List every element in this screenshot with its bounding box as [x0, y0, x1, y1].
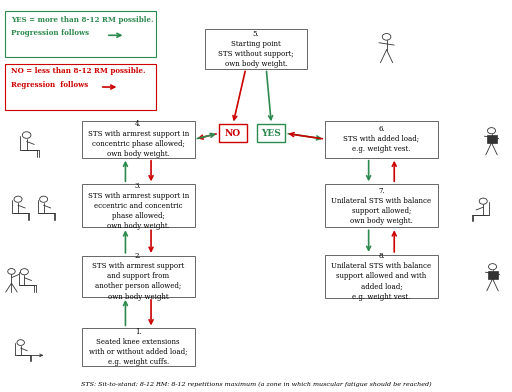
- Bar: [325, 184, 438, 227]
- Bar: [82, 121, 195, 158]
- Bar: [82, 256, 195, 297]
- Bar: [219, 124, 247, 142]
- Text: Progression follows: Progression follows: [11, 29, 90, 37]
- Text: 1.
Seated knee extensions
with or without added load;
e.g. weight cuffs.: 1. Seated knee extensions with or withou…: [89, 328, 187, 366]
- Text: YES = more than 8-12 RM possible.: YES = more than 8-12 RM possible.: [11, 16, 154, 24]
- Bar: [486, 135, 497, 143]
- Bar: [325, 255, 438, 298]
- Text: 5.
Starting point
STS without support;
own body weight.: 5. Starting point STS without support; o…: [218, 30, 294, 68]
- Bar: [325, 121, 438, 158]
- Text: STS: Sit-to-stand; 8-12 RM: 8-12 repetitions maximum (a zone in which muscular f: STS: Sit-to-stand; 8-12 RM: 8-12 repetit…: [81, 382, 431, 387]
- Text: 6.
STS with added load;
e.g. weight vest.: 6. STS with added load; e.g. weight vest…: [344, 125, 419, 153]
- Bar: [487, 271, 498, 279]
- Bar: [5, 64, 156, 110]
- Bar: [82, 184, 195, 227]
- Text: YES: YES: [262, 129, 281, 138]
- Text: 4.
STS with armrest support in
concentric phase allowed;
own body weight.: 4. STS with armrest support in concentri…: [88, 120, 189, 158]
- Text: 7.
Unilateral STS with balance
support allowed;
own body weight.: 7. Unilateral STS with balance support a…: [331, 187, 432, 225]
- Text: 3.
STS with armrest support in
eccentric and concentric
phase allowed;
own body : 3. STS with armrest support in eccentric…: [88, 181, 189, 230]
- Text: NO: NO: [225, 129, 241, 138]
- Text: Regression  follows: Regression follows: [11, 81, 89, 89]
- Text: 2.
STS with armrest support
and support from
another person allowed;
own body we: 2. STS with armrest support and support …: [92, 252, 184, 301]
- Bar: [5, 11, 156, 57]
- Text: NO = less than 8-12 RM possible.: NO = less than 8-12 RM possible.: [11, 67, 146, 75]
- Bar: [258, 124, 286, 142]
- Bar: [205, 29, 307, 69]
- Text: 8.
Unilateral STS with balance
support allowed and with
added load;
e.g. weight : 8. Unilateral STS with balance support a…: [331, 252, 432, 301]
- Bar: [82, 328, 195, 365]
